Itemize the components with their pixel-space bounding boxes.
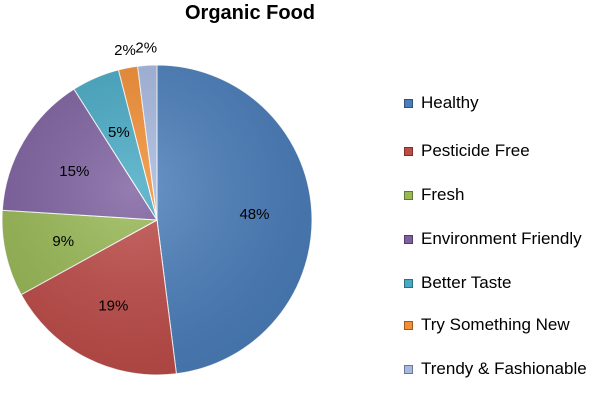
- data-label-environment-friendly: 15%: [59, 163, 89, 180]
- slice-healthy: [156, 64, 313, 375]
- data-label-healthy: 48%: [239, 206, 269, 223]
- data-label-try-something-new: 2%: [114, 42, 136, 59]
- data-label-pesticide-free: 19%: [98, 298, 128, 315]
- legend-label-better-taste: Better Taste: [421, 273, 512, 292]
- legend-label-trendy-fashionable: Trendy & Fashionable: [421, 359, 587, 378]
- legend-label-environment-friendly: Environment Friendly: [421, 229, 582, 248]
- legend-swatch-fresh: [404, 191, 413, 200]
- data-label-fresh: 9%: [52, 233, 74, 250]
- legend-swatch-environment-friendly: [404, 235, 413, 244]
- data-label-better-taste: 5%: [108, 124, 130, 141]
- legend-label-healthy: Healthy: [421, 93, 479, 112]
- legend-label-fresh: Fresh: [421, 185, 465, 204]
- legend-swatch-trendy-fashionable: [404, 365, 413, 374]
- data-label-trendy-fashionable: 2%: [135, 39, 157, 56]
- legend-swatch-healthy: [404, 99, 413, 108]
- legend-label-try-something-new: Try Something New: [421, 315, 570, 334]
- legend-label-pesticide-free: Pesticide Free: [421, 141, 530, 160]
- legend-swatch-try-something-new: [404, 321, 413, 330]
- legend-swatch-pesticide-free: [404, 147, 413, 156]
- legend-swatch-better-taste: [404, 279, 413, 288]
- chart-title: Organic Food: [185, 2, 315, 24]
